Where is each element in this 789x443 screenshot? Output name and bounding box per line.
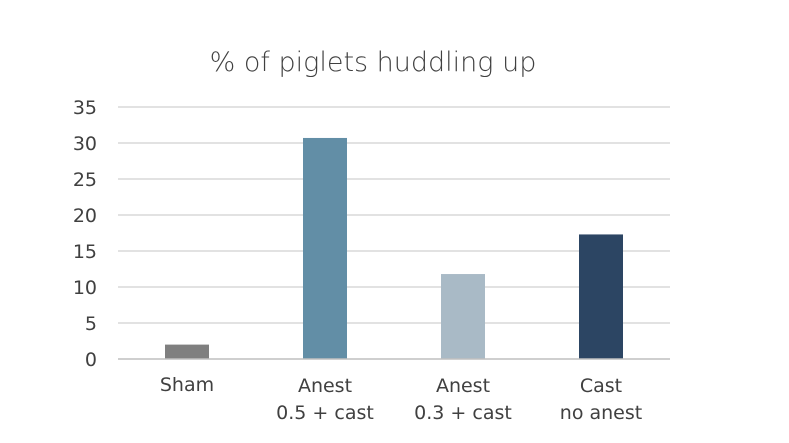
x-category-label: Anest (436, 375, 490, 397)
x-axis-categories: Sham Anest 0.5 + cast Anest 0.3 + cast Cast no… (160, 374, 642, 424)
y-tick-label: 5 (85, 313, 97, 335)
y-tick-label: 0 (85, 349, 97, 371)
bar (303, 137, 347, 359)
bar (579, 234, 623, 359)
x-category-label: Anest (298, 375, 352, 397)
x-category-label: Sham (160, 374, 214, 396)
y-axis-ticks: 0 5 10 15 20 25 30 35 (73, 97, 97, 371)
bar (165, 344, 209, 359)
bars (165, 137, 623, 359)
y-tick-label: 30 (73, 133, 97, 155)
y-tick-label: 20 (73, 205, 97, 227)
x-category-label: no anest (560, 402, 642, 424)
x-category-label: 0.3 + cast (414, 402, 512, 424)
x-category-label: 0.5 + cast (276, 402, 374, 424)
y-tick-label: 10 (73, 277, 97, 299)
chart-title: % of piglets huddling up (210, 47, 537, 78)
bar (441, 274, 485, 359)
gridlines (118, 106, 670, 324)
y-tick-label: 35 (73, 97, 97, 119)
x-category-label: Cast (580, 375, 622, 397)
y-tick-label: 25 (73, 169, 97, 191)
y-tick-label: 15 (73, 241, 97, 263)
